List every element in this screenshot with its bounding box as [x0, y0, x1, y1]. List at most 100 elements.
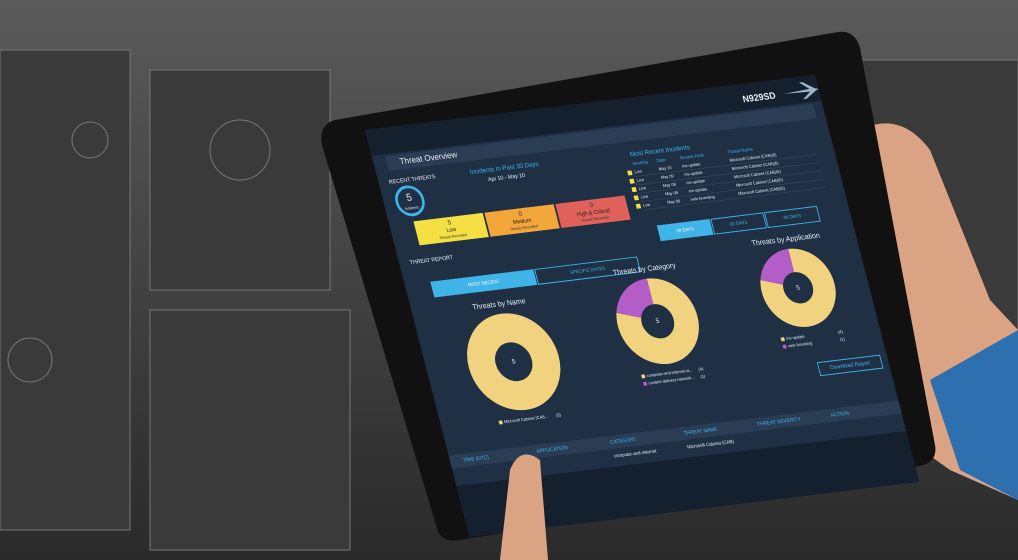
download-label: Download Report: [829, 360, 871, 371]
row-divider: [642, 187, 826, 211]
table-column: ACTION: [830, 410, 850, 418]
level-note: Threats Recorded: [510, 224, 539, 231]
incident-cell: Low: [638, 185, 646, 191]
legend-value: (4): [837, 329, 844, 335]
incident-count-label: Incidents: [404, 205, 419, 211]
period: Apr 10 - May 10: [488, 173, 526, 184]
incident-cell: Microsoft Cabinet (CAB)(6): [738, 185, 787, 196]
incident-column: Date: [656, 157, 667, 163]
incident-count: 5: [405, 192, 414, 204]
legend-label: computer-and-internet-si...: [646, 367, 693, 378]
incident-cell: ms-update: [684, 170, 704, 177]
donut-slice: [467, 313, 561, 411]
legend-swatch: [498, 420, 503, 425]
table-cell: Microsoft Cabinet (CAB): [687, 439, 735, 450]
severity-icon: [627, 170, 633, 176]
incident-cell: May 08: [662, 181, 677, 188]
severity-icon: [633, 195, 640, 201]
donut-total: 5: [655, 318, 661, 326]
table-footer: [456, 431, 920, 538]
plane-icon: [784, 82, 819, 100]
recent-threats-label: RECENT THREATS: [388, 174, 436, 186]
legend-swatch: [641, 374, 646, 379]
legend-label: ms-update: [785, 334, 805, 341]
table-header-bar: [448, 400, 902, 469]
incident-cell: Low: [640, 193, 648, 199]
level-box: [484, 204, 560, 237]
incident-column: Threat Name: [727, 146, 754, 154]
incidents-table: Severity Date Source Host Threat Name Low May…: [627, 146, 826, 211]
incident-cell: Microsoft Cabinet (CAB)(6): [735, 177, 784, 188]
incident-column: Severity: [632, 159, 650, 166]
row-divider: [636, 162, 820, 186]
range-tab-label: 90 DAYS: [783, 213, 802, 220]
legend-label: web-browsing: [787, 340, 813, 348]
row-divider: [638, 170, 822, 194]
sleeve: [930, 330, 1018, 500]
incident-cell: Microsoft Cabinet (CAB)(6): [733, 169, 782, 180]
donut-total: 5: [511, 358, 517, 366]
level-note: Threats Recorded: [581, 215, 610, 222]
legend-swatch: [782, 344, 787, 349]
severity-icon: [635, 203, 642, 209]
tablet-screen: N929SD Threat Overview RECENT THREATS 5 …: [365, 74, 920, 538]
range-tab[interactable]: [656, 218, 714, 242]
report-tabs: MOST RECENT SPECIFIC DATES: [430, 256, 642, 298]
incident-cell: May 10: [658, 165, 673, 172]
incident-cell: May 08: [667, 198, 682, 205]
tail-number: N929SD: [741, 90, 777, 104]
legend-swatch: [780, 337, 785, 342]
level-box: [555, 195, 631, 229]
incident-cell: Microsoft Cabinet (CAB)(6): [731, 160, 780, 171]
incident-cell: ms-update: [681, 161, 701, 168]
incident-column: Source Host: [679, 152, 705, 160]
level-count: 0: [518, 210, 524, 218]
report-tab[interactable]: [430, 269, 538, 298]
table-column: THREAT NAME: [683, 427, 719, 437]
level-count: 5: [447, 219, 453, 227]
legend-value: (5): [555, 412, 562, 418]
incident-cell: May 09: [660, 173, 675, 180]
level-note: Threats Recorded: [439, 233, 468, 240]
donut-slice: [760, 248, 795, 286]
range-tab[interactable]: [763, 205, 821, 229]
report-tab[interactable]: [534, 256, 642, 285]
range-tab-label: 30 DAYS: [676, 226, 695, 233]
incident-cell: Low: [636, 177, 644, 183]
legend-swatch: [642, 381, 648, 386]
finger: [500, 454, 548, 560]
incident-cell: web-browsing: [690, 194, 716, 202]
table-column: CATEGORY: [610, 436, 638, 445]
incident-cell: Microsoft Cabinet (CAB)(6): [729, 152, 778, 163]
table-column: TIME (UTC): [463, 455, 490, 464]
download-button[interactable]: [816, 354, 884, 377]
level-count: 0: [589, 202, 595, 210]
level-name: Low: [446, 227, 457, 234]
severity-icon: [631, 186, 637, 193]
row-divider: [640, 178, 824, 202]
donut-slice: [760, 248, 836, 327]
severity-icon: [629, 178, 635, 184]
legend-label: content-delivery-network...: [648, 375, 695, 386]
donut-total: 5: [796, 284, 802, 292]
range-tabs: 30 DAYS 60 DAYS 90 DAYS: [656, 205, 821, 242]
table-cell: computer-and-internet: [613, 448, 657, 458]
report-tab-label: SPECIFIC DATES: [569, 266, 605, 275]
incident-cell: ms-update: [688, 186, 708, 193]
legend-value: (1): [700, 373, 707, 379]
table-column: THREAT SEVERITY: [757, 416, 803, 427]
event-table: TIME (UTC) APPLICATION CATEGORY THREAT NAME…: [448, 400, 920, 538]
table-column: APPLICATION: [536, 445, 569, 455]
incident-ring: [395, 185, 425, 217]
range-tab[interactable]: [710, 212, 768, 235]
report-tab-label: MOST RECENT: [467, 279, 500, 288]
legend-value: (4): [698, 366, 705, 372]
donut-slice: [616, 278, 655, 319]
top-bar: [365, 74, 822, 156]
incident-cell: Low: [642, 202, 650, 208]
incident-cell: ms-update: [686, 178, 706, 185]
row-divider: [633, 154, 818, 177]
level-name: High & Critical: [576, 208, 610, 218]
